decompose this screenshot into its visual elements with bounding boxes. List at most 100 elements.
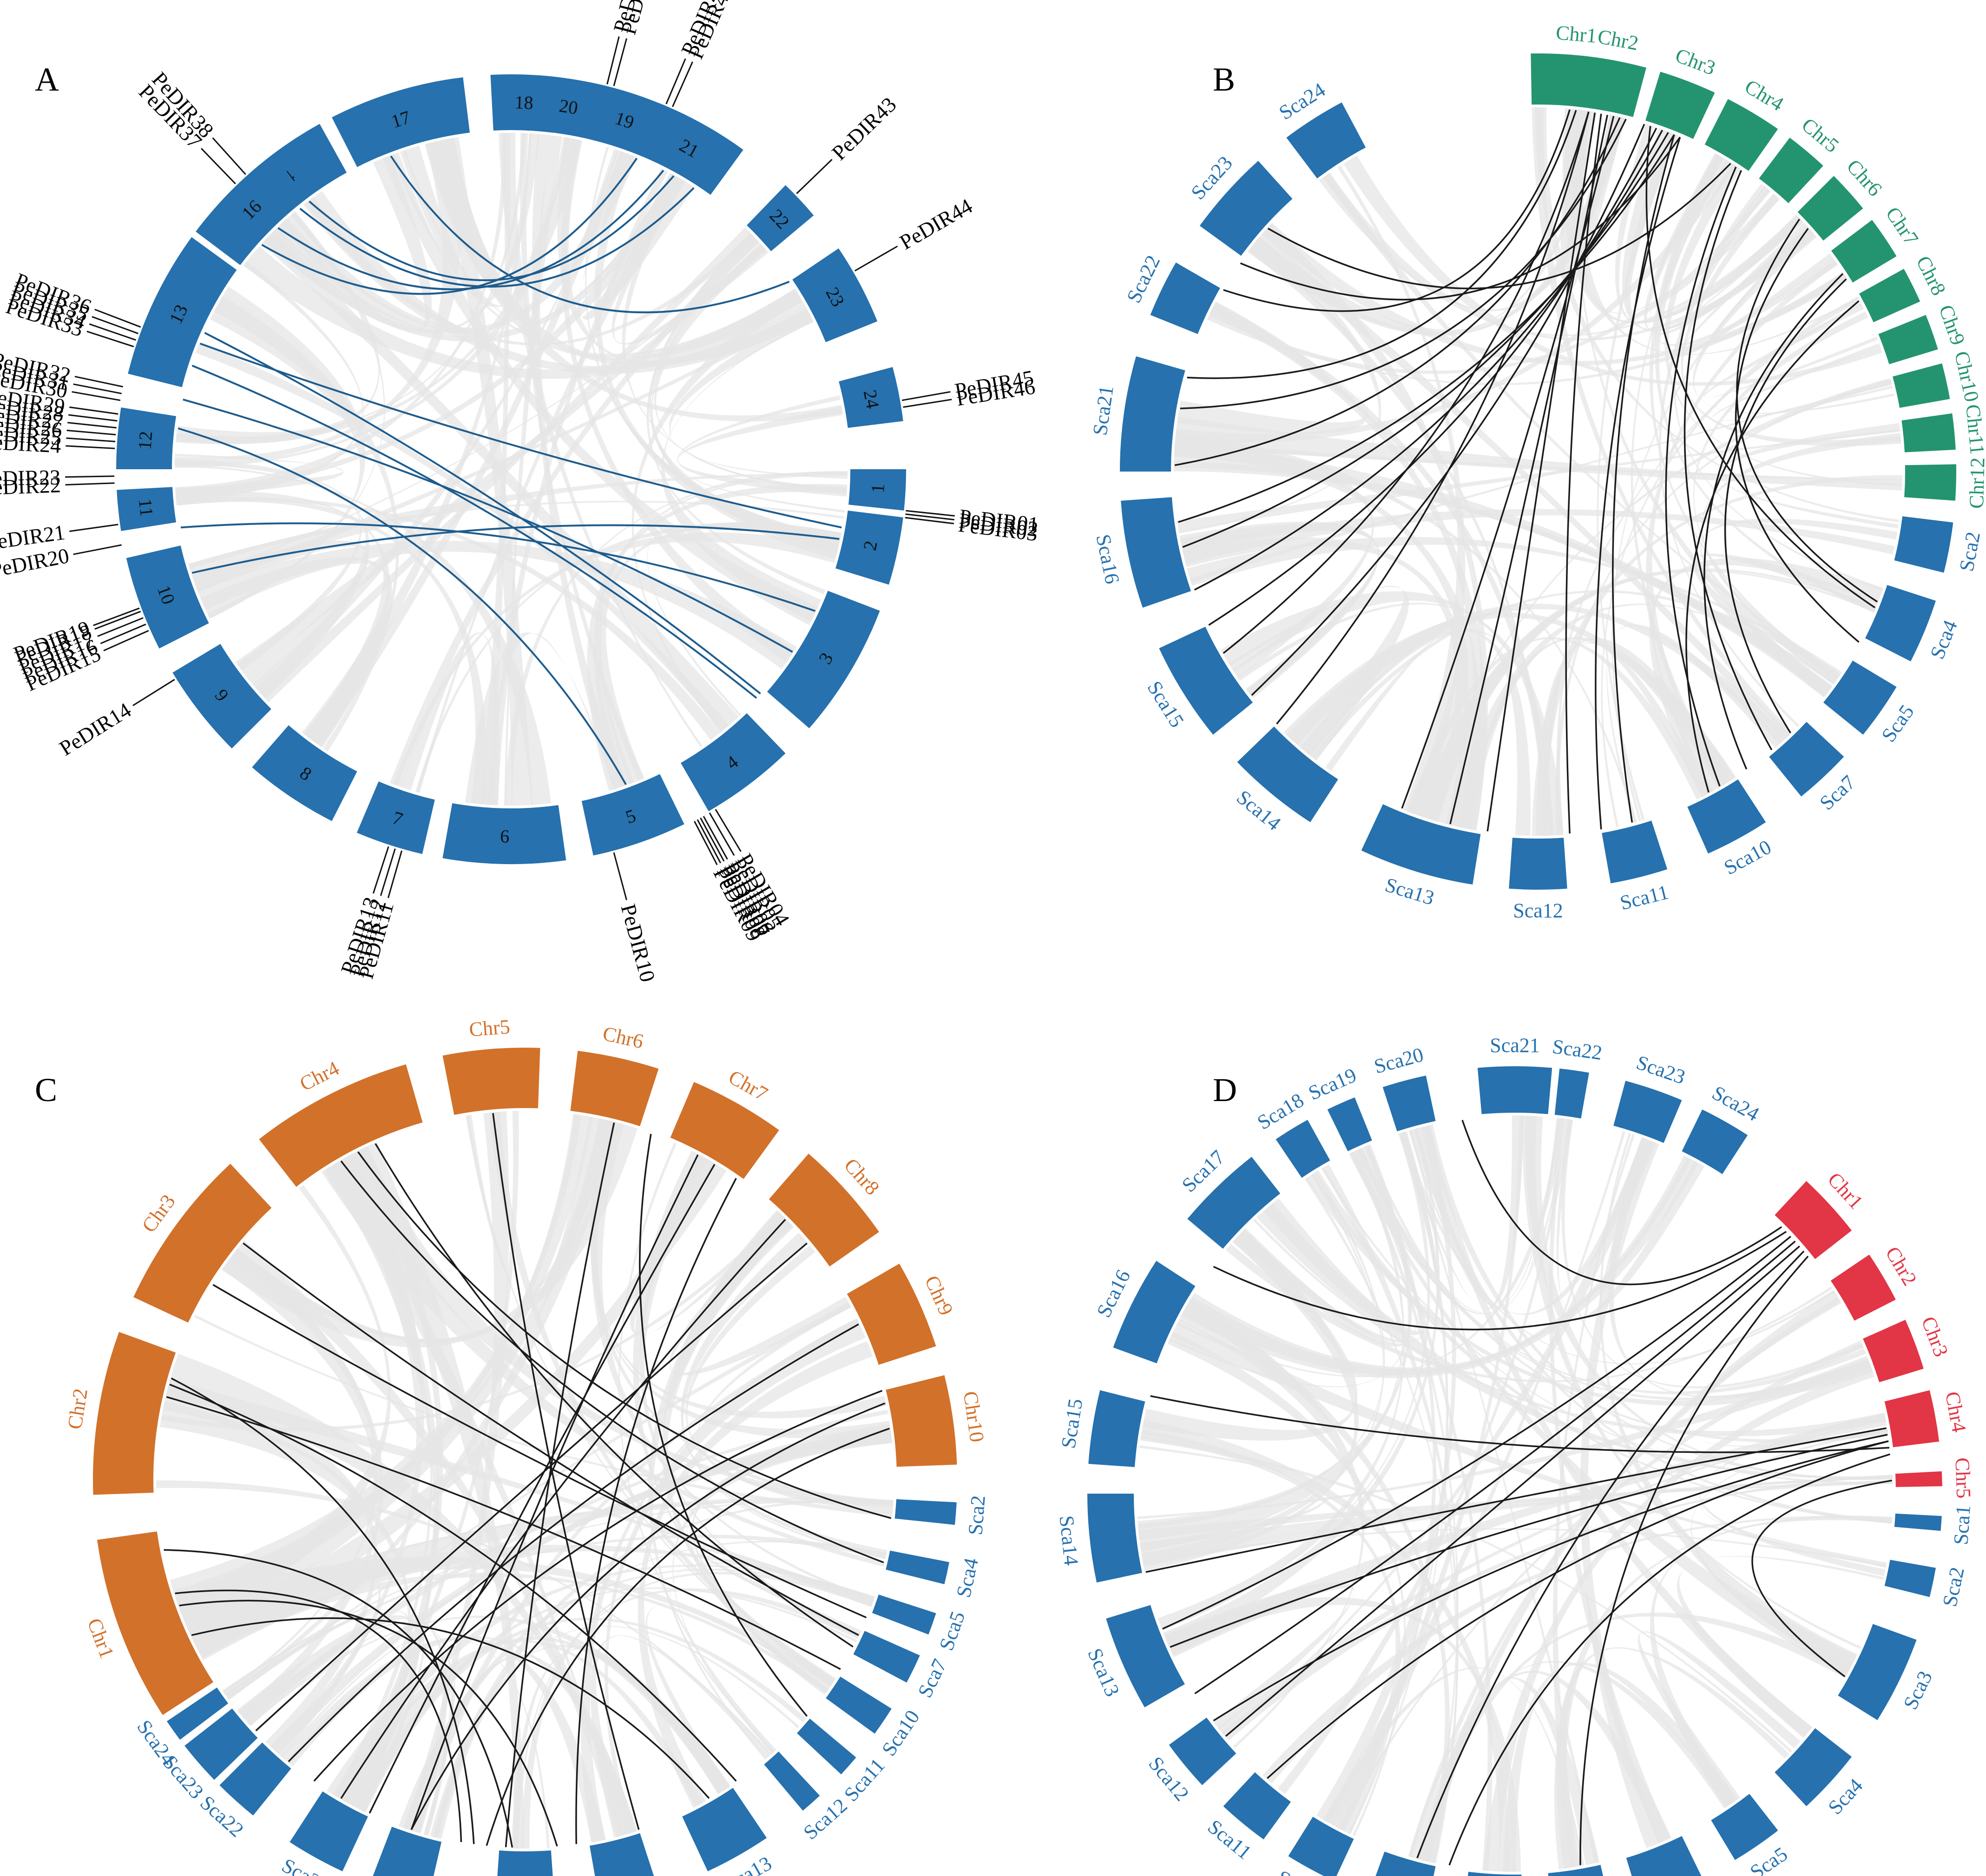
background-synteny-link — [1164, 1582, 1355, 1730]
chromosome-name-label: Chr11 — [1961, 403, 1986, 456]
chromosome-block — [1113, 1260, 1196, 1364]
chromosome-block — [252, 725, 357, 821]
gene-leader-line — [606, 36, 620, 85]
highlighted-duplication-link — [1276, 112, 1590, 725]
background-synteny-link — [225, 1609, 414, 1803]
chromosome-block — [570, 1050, 659, 1127]
background-synteny-link — [1316, 1125, 1456, 1822]
highlighted-duplication-link — [1461, 1120, 1782, 1286]
highlighted-duplication-link — [1685, 300, 1860, 793]
highlighted-duplication-link — [1703, 273, 1844, 770]
highlighted-duplication-link — [492, 1113, 640, 1830]
chromosome-number-label: 18 — [514, 92, 534, 113]
chromosome-name-label: Sca13 — [1083, 1645, 1124, 1700]
chromosome-name-label: Sca19 — [1305, 1063, 1360, 1105]
highlighted-duplication-link — [169, 1384, 737, 1782]
chromosome-number-label: 6 — [500, 826, 510, 846]
highlighted-duplication-link — [1724, 278, 1847, 734]
background-synteny-link — [342, 1146, 443, 1806]
chromosome-block — [1687, 779, 1766, 854]
chromosome-block — [1602, 820, 1668, 884]
chromosome-name-label: Sca11 — [1618, 880, 1671, 914]
chromosome-block — [1894, 1513, 1942, 1531]
chromosome-block — [172, 643, 271, 749]
gene-leader-line — [73, 383, 122, 394]
background-synteny-link — [1703, 303, 1878, 398]
background-synteny-link — [1181, 509, 1895, 564]
chromosome-block — [1106, 1605, 1185, 1707]
highlighted-duplication-link — [1665, 166, 1737, 787]
highlighted-duplication-link — [1565, 113, 1602, 834]
chromosome-block — [126, 545, 209, 649]
background-synteny-link — [192, 540, 369, 686]
background-synteny-link — [1325, 631, 1468, 821]
chromosome-block — [289, 1791, 368, 1871]
highlighted-duplication-link — [243, 1242, 859, 1636]
chromosome-block — [1087, 1494, 1142, 1583]
chromosome-block — [1327, 1097, 1372, 1151]
chromosome-number-label: 1 — [867, 483, 888, 493]
background-synteny-link — [1286, 603, 1788, 749]
chromosome-name-label: Chr5 — [468, 1015, 511, 1041]
background-synteny-link — [243, 246, 806, 379]
background-synteny-link — [404, 1111, 509, 1830]
background-synteny-link — [175, 138, 461, 465]
highlighted-duplication-link — [1213, 1231, 1787, 1331]
gene-leader-line — [73, 544, 122, 555]
highlighted-duplication-link — [1208, 127, 1657, 626]
highlighted-duplication-link — [183, 398, 793, 653]
highlighted-duplication-link — [179, 1600, 558, 1847]
chromosome-name-label: Sca5 — [935, 1608, 970, 1653]
background-synteny-link — [561, 138, 795, 663]
chromosome-block — [747, 185, 814, 251]
background-synteny-link — [279, 155, 432, 332]
chromosome-block — [1865, 585, 1936, 662]
gene-leader-line — [94, 610, 141, 630]
chromosome-name-label: Sca12 — [1513, 899, 1563, 922]
highlighted-duplication-link — [1401, 116, 1615, 809]
chromosome-block — [886, 1375, 957, 1467]
background-synteny-link — [1142, 1231, 1358, 1441]
chromosome-block — [848, 469, 906, 511]
background-synteny-link — [1177, 429, 1901, 532]
chromosome-name-label: Sca15 — [1057, 1397, 1087, 1450]
gene-leader-line — [67, 422, 117, 429]
panel-letter: C — [35, 1071, 57, 1109]
chromosome-name-label: Chr3 — [1917, 1313, 1953, 1360]
chromosome-block — [1120, 356, 1185, 472]
background-synteny-link — [341, 1142, 524, 1849]
chromosome-block — [1361, 804, 1481, 885]
chromosome-name-label: Sca2 — [1938, 1565, 1969, 1609]
highlighted-duplication-link — [175, 1589, 462, 1843]
highlighted-duplication-link — [1182, 132, 1669, 548]
highlighted-duplication-link — [313, 1390, 883, 1782]
background-synteny-link — [1411, 1128, 1893, 1524]
highlighted-duplication-link — [410, 1402, 886, 1830]
chromosome-name-label: Chr2 — [1596, 25, 1640, 55]
highlighted-duplication-link — [178, 427, 627, 785]
background-synteny-link — [170, 1114, 593, 1618]
highlighted-duplication-link — [204, 332, 761, 695]
chromosome-number-label: 12 — [134, 430, 156, 450]
gene-label: PeDIR43 — [827, 92, 901, 165]
background-synteny-link — [1165, 1413, 1887, 1658]
chromosome-block — [373, 1826, 442, 1876]
panel-b: Chr1Chr2Chr3Chr4Chr5Chr6Chr7Chr8Chr9Chr1… — [1088, 21, 1986, 922]
background-synteny-link — [1352, 1151, 1867, 1395]
highlighted-duplication-link — [1448, 1453, 1891, 1866]
chromosome-name-label: Sca23 — [1633, 1051, 1688, 1089]
background-synteny-link — [175, 453, 343, 499]
chromosome-block — [1237, 726, 1338, 822]
highlighted-duplication-link — [1612, 134, 1675, 823]
gene-leader-line — [103, 630, 149, 651]
panel-letter: A — [35, 61, 59, 98]
background-synteny-link — [1552, 1134, 1635, 1868]
background-synteny-link — [1677, 1555, 1884, 1738]
chromosome-block — [1830, 1254, 1896, 1321]
background-synteny-link — [338, 1640, 703, 1807]
highlighted-duplication-link — [1178, 134, 1675, 523]
chromosome-block — [1375, 1851, 1436, 1876]
highlighted-duplication-link — [255, 1242, 808, 1732]
chromosome-block — [97, 1531, 214, 1715]
chromosome-block — [792, 248, 878, 342]
